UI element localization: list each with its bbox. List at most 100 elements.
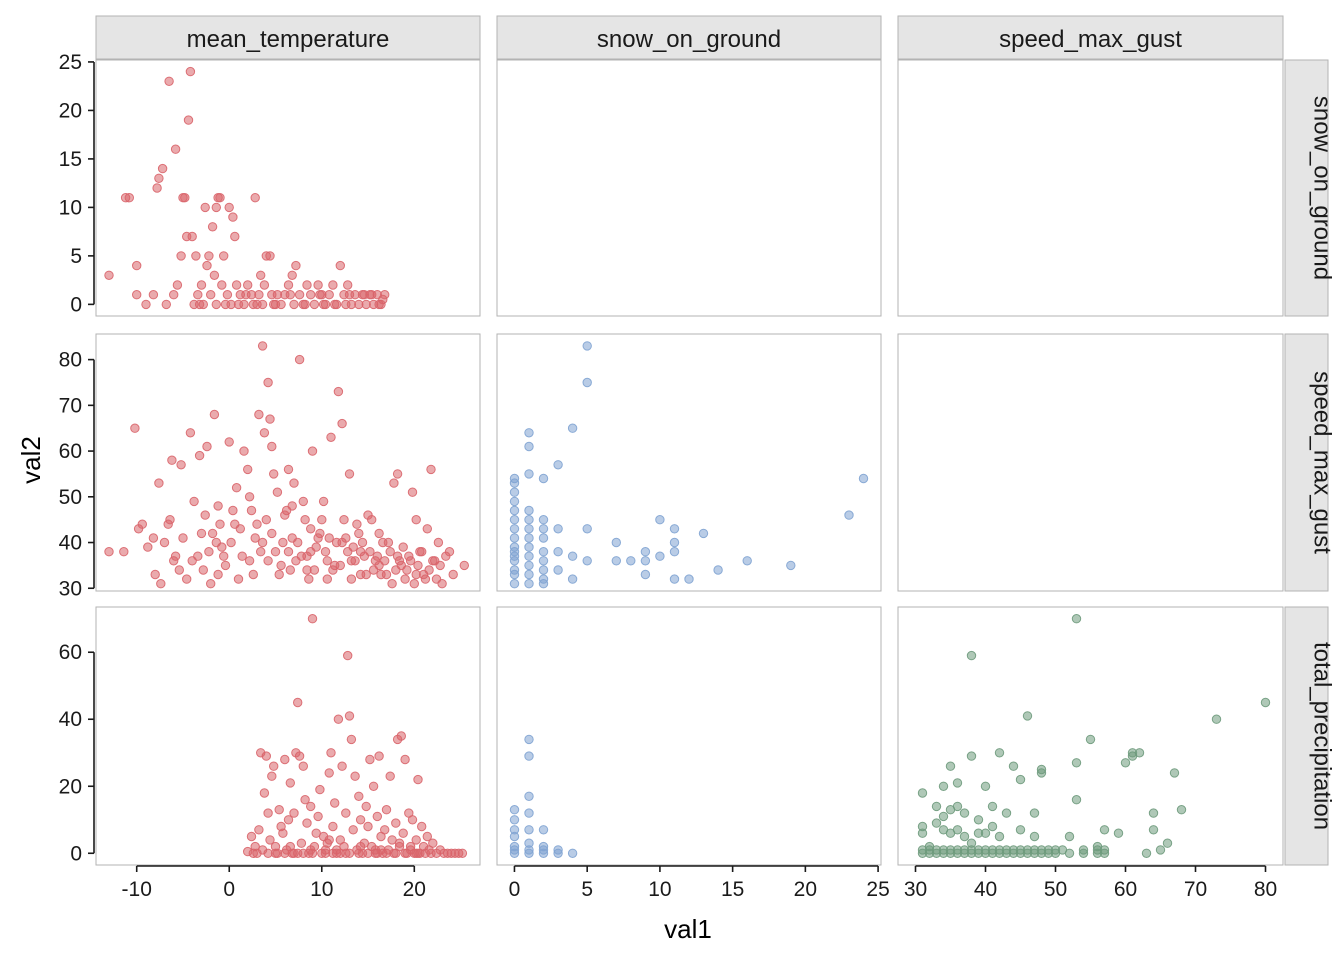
data-point [1071,795,1082,805]
data-point [152,183,162,193]
data-point [387,579,397,589]
x-tick-label: 0 [509,878,521,901]
data-point [315,528,325,539]
data-point [165,515,175,525]
data-point [611,556,621,566]
data-point [405,841,416,852]
data-point [385,771,395,781]
data-point [287,270,297,280]
series-mean_temperature-row2-col0 [243,614,468,858]
data-point [315,784,325,795]
data-point [1099,825,1110,835]
data-point [294,354,305,365]
data-point [1022,711,1033,721]
data-point [355,815,366,825]
data-point [411,569,421,580]
data-point [391,848,401,858]
data-point [669,547,680,557]
data-point [252,519,262,529]
data-point [413,774,423,785]
data-point [318,299,329,310]
data-point [187,231,197,242]
y-tick-label: 5 [70,245,82,268]
x-tick-label: 60 [1114,878,1137,901]
data-point [426,464,436,475]
data-point [1120,758,1131,768]
data-point [509,505,520,516]
data-point [509,825,520,835]
data-point [959,831,970,842]
data-point [344,469,355,479]
data-point [278,828,288,838]
data-point [300,515,310,525]
data-point [324,533,334,543]
data-point [170,551,181,561]
data-point [324,768,334,778]
data-point [193,551,203,561]
data-point [318,496,329,507]
data-point [272,487,283,497]
series-speed_max_gust-row2-col2 [917,614,1271,858]
data-point [270,299,281,310]
data-point [294,290,305,300]
x-tick-label: 5 [581,878,593,901]
data-point [567,551,578,561]
data-point [424,565,434,575]
column-strip-label: mean_temperature [187,26,390,53]
data-point [254,290,264,300]
x-tick-label: 20 [403,878,426,901]
data-point [582,524,592,534]
data-point [322,574,332,584]
data-point [355,547,366,557]
data-point [354,528,364,539]
y-axis-title: val2 [16,436,46,484]
data-point [333,386,344,397]
data-point [509,815,520,825]
data-point [669,537,680,548]
data-point [204,547,214,557]
data-point [973,815,984,825]
data-point [524,808,534,818]
data-point [222,290,233,300]
data-point [411,848,421,858]
data-point [411,835,421,845]
data-point [276,560,286,571]
row-strip-total_precipitation [1284,606,1329,866]
data-point [538,515,549,525]
data-point [324,835,334,845]
data-point [374,560,384,571]
data-point [396,731,406,741]
data-point [246,505,257,516]
data-point [370,845,381,855]
data-point [931,818,942,828]
data-point [228,505,238,516]
data-point [380,825,390,835]
data-point [231,483,242,493]
data-point [431,574,442,584]
data-point [952,825,963,835]
data-point [1155,845,1166,855]
data-point [524,825,534,835]
data-point [344,290,355,300]
data-point [269,469,279,479]
data-point [428,556,438,566]
data-point [524,524,534,534]
data-point [402,565,412,575]
data-point [269,761,279,771]
data-point [274,569,284,580]
data-point [509,473,520,484]
data-point [298,761,308,771]
data-point [204,251,214,261]
data-point [980,781,991,791]
data-point [300,795,310,805]
data-point [283,280,294,290]
data-point [367,290,377,300]
data-point [400,574,410,584]
data-point [302,565,312,575]
y-tick-label: 80 [59,349,82,372]
x-tick-label: 15 [721,878,744,901]
data-point [987,801,998,812]
data-point [206,579,216,589]
data-point [213,569,223,580]
data-point [509,515,520,525]
